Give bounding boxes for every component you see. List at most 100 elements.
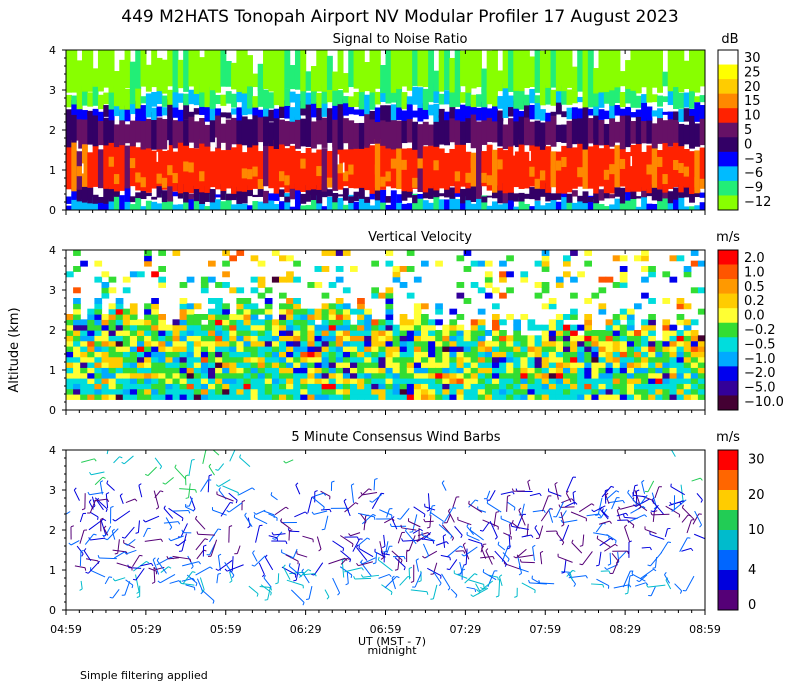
snr-cell [444,111,450,121]
wind-barb-flag [579,563,583,566]
snr-cell [167,89,174,105]
snr-cell [587,89,594,108]
snr-cell [225,119,232,150]
vv-cell [257,378,266,384]
wind-barb-flag [561,571,565,574]
vv-cell [328,340,337,347]
snr-cell [486,87,493,105]
vv-cell [371,319,379,326]
snr-cell [683,124,690,145]
snr-cell [220,112,227,118]
vv-cell [598,378,607,384]
vv-cell [271,250,280,256]
wind-barb-flag [391,575,395,579]
vv-cell [293,356,301,363]
snr-cell [385,204,392,210]
vv-cell [101,346,110,352]
snr-cell [646,118,653,144]
snr-cell [353,109,360,115]
vv-cell [321,356,330,363]
wind-barb-flag [561,542,565,546]
vv-cell [300,330,308,336]
vv-cell [137,378,145,384]
snr-cell [225,91,232,104]
vv-cell [257,292,266,299]
vv-cell [257,282,266,288]
vv-cell [641,378,649,384]
colorbar-label: 4 [748,563,756,578]
colorbar-label: 20 [744,80,761,95]
snr-cell [545,202,552,210]
vv-cell [115,303,124,310]
vv-cell [264,335,273,342]
snr-cell [177,140,184,194]
wind-barb-flag [124,543,128,546]
vv-cell [520,346,529,352]
vv-cell [158,340,166,347]
wind-barb-flag [538,580,541,584]
snr-cell [358,87,365,110]
wind-barb-flag [283,460,287,464]
vv-cell [492,340,500,347]
wind-barb-flag [403,556,406,560]
wind-barb [383,534,386,547]
wind-barb [532,509,544,513]
wind-barb [145,515,160,523]
wind-barb-flag [407,575,411,578]
snr-cell [662,174,669,185]
wind-barb [350,532,361,537]
wind-barb [527,481,531,491]
snr-cell [119,141,126,191]
vv-cell [179,372,188,379]
snr-cell [598,119,605,146]
vv-cell [634,383,642,390]
wind-barb [207,475,210,493]
y-tick-label: 0 [49,604,56,617]
wind-barb [255,509,266,515]
vv-cell [619,378,628,384]
snr-cell [630,86,637,108]
vv-cell [101,314,110,320]
snr-cell [539,141,546,190]
wind-barb [137,520,140,533]
snr-cell [412,86,419,105]
snr-cell [513,193,520,202]
vv-cell [307,314,316,320]
vv-cell [513,324,521,331]
vv-cell [94,346,103,352]
snr-cell [257,86,264,107]
vv-cell [648,378,656,384]
vv-cell [378,362,387,368]
vv-cell [215,324,223,331]
vv-cell [577,394,585,400]
vv-cell [200,330,209,336]
vv-cell [541,303,550,310]
wind-barb [468,503,483,513]
snr-cell [401,50,408,87]
vv-cell [129,308,138,315]
vv-cell [499,260,507,267]
snr-cell [539,187,546,197]
snr-cell [609,164,616,175]
colorbar-swatch [718,351,738,367]
wind-barb-flag [442,521,444,525]
vv-cell [293,372,301,379]
vv-cell [364,335,372,342]
snr-cell [646,50,653,88]
vv-cell [342,394,351,400]
vv-cell [534,340,543,347]
snr-cell [550,193,557,201]
snr-cell [151,112,158,150]
snr-cell [188,198,195,210]
snr-cell [342,204,349,210]
snr-cell [518,111,525,117]
wind-barb-flag [162,482,166,485]
vv-cell [612,335,621,342]
vv-cell [676,372,685,379]
snr-cell [412,139,419,189]
vv-cell [406,340,415,347]
wind-barb [586,513,600,517]
wind-barb-flag [565,490,569,494]
wind-barb-flag [181,517,184,522]
wind-barb-flag [109,596,113,599]
